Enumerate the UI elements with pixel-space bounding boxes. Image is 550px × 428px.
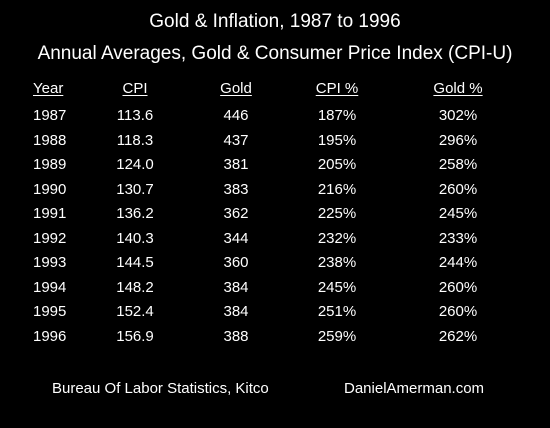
table-cell-gold: 381 <box>223 156 249 173</box>
table-cell-cpi: 118.3 <box>116 131 154 149</box>
table-cell-year: 1994 <box>33 278 67 296</box>
table-cell-year: 1993 <box>33 254 67 271</box>
table-cell-gold: 344 <box>223 229 249 247</box>
table-cell-gold: 437 <box>223 131 249 149</box>
table-cell-year: 1996 <box>33 327 67 345</box>
table-cell-cpi-pct: 195% <box>317 131 357 149</box>
table-cell-cpi: 136.2 <box>116 205 154 222</box>
table-cell-gold-pct: 245% <box>438 205 478 222</box>
table-cell-year: 1991 <box>33 205 67 222</box>
table-cell-year: 1995 <box>33 303 67 320</box>
table-cell-cpi-pct: 251% <box>317 303 357 320</box>
footer-source: Bureau Of Labor Statistics, Kitco <box>52 380 269 397</box>
table-cell-gold: 360 <box>223 254 249 271</box>
table-cell-gold: 388 <box>223 327 249 345</box>
table-cell-gold-pct: 262% <box>438 327 478 345</box>
table-cell-cpi-pct: 187% <box>317 107 357 124</box>
footer-site: DanielAmerman.com <box>344 380 485 397</box>
table-cell-year: 1990 <box>33 180 67 198</box>
table-cell-gold: 384 <box>223 278 249 296</box>
table-cell-cpi: 130.7 <box>116 180 154 198</box>
table-cell-gold-pct: 260% <box>438 303 478 320</box>
chart-title: Gold & Inflation, 1987 to 1996 <box>149 11 401 32</box>
column-header-year: Year <box>33 80 64 97</box>
table-cell-cpi: 156.9 <box>116 327 154 345</box>
table-cell-year: 1992 <box>33 229 67 247</box>
chart-subtitle: Annual Averages, Gold & Consumer Price I… <box>37 43 513 64</box>
column-header-cpi: CPI <box>122 80 148 97</box>
table-cell-cpi: 124.0 <box>116 156 154 173</box>
table-cell-gold: 446 <box>223 107 249 124</box>
column-header-gold-pct: Gold % <box>433 80 483 97</box>
table-cell-cpi-pct: 245% <box>317 278 357 296</box>
table-cell-cpi-pct: 259% <box>317 327 357 345</box>
table-cell-cpi-pct: 238% <box>317 254 357 271</box>
table-cell-gold-pct: 260% <box>438 180 478 198</box>
table-cell-cpi: 144.5 <box>116 254 154 271</box>
table-cell-cpi: 148.2 <box>116 278 154 296</box>
table-cell-gold: 384 <box>223 303 249 320</box>
table-cell-gold-pct: 258% <box>438 156 478 173</box>
table-cell-gold-pct: 296% <box>438 131 478 149</box>
table-cell-gold-pct: 233% <box>438 229 478 247</box>
column-header-gold: Gold <box>220 80 252 97</box>
table-cell-cpi-pct: 232% <box>317 229 357 247</box>
table-cell-cpi-pct: 205% <box>317 156 357 173</box>
table-cell-gold: 383 <box>223 180 249 198</box>
table-cell-year: 1989 <box>33 156 67 173</box>
table-cell-year: 1988 <box>33 131 67 149</box>
table-cell-cpi-pct: 216% <box>317 180 357 198</box>
table-cell-gold-pct: 302% <box>438 107 478 124</box>
table-cell-cpi: 113.6 <box>116 107 154 124</box>
table-cell-cpi: 152.4 <box>116 303 154 320</box>
table-cell-gold-pct: 244% <box>438 254 478 271</box>
column-header-cpi-pct: CPI % <box>315 80 359 97</box>
table-cell-gold: 362 <box>223 205 249 222</box>
table-cell-cpi: 140.3 <box>116 229 154 247</box>
table-cell-year: 1987 <box>33 107 67 124</box>
table-cell-gold-pct: 260% <box>438 278 478 296</box>
table-cell-cpi-pct: 225% <box>317 205 357 222</box>
